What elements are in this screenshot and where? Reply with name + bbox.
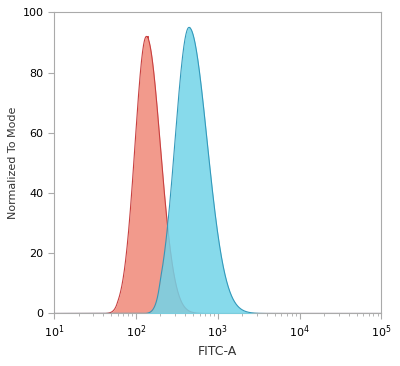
X-axis label: FITC-A: FITC-A xyxy=(198,345,237,358)
Y-axis label: Normalized To Mode: Normalized To Mode xyxy=(8,107,18,219)
